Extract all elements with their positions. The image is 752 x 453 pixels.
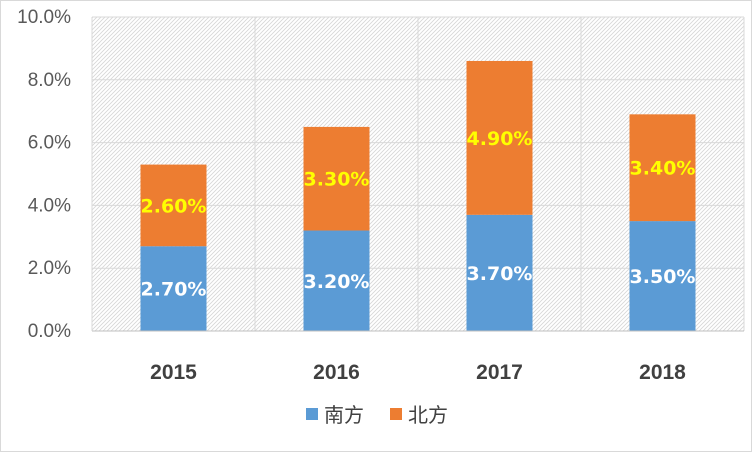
data-label: 2.70% xyxy=(141,279,207,301)
y-tick-label: 6.0% xyxy=(28,133,71,154)
x-tick-label: 2015 xyxy=(150,361,197,384)
y-tick-label: 4.0% xyxy=(28,195,71,216)
y-tick-label: 8.0% xyxy=(28,70,71,91)
bar-segment xyxy=(303,126,370,231)
y-tick-label: 10.0% xyxy=(17,7,71,28)
bar-segment xyxy=(629,114,696,222)
bar-segment xyxy=(140,164,207,247)
legend-swatch xyxy=(390,408,402,420)
data-label: 3.50% xyxy=(630,266,696,288)
legend-label: 北方 xyxy=(408,403,448,427)
data-label: 4.90% xyxy=(467,128,533,150)
bar-segment xyxy=(466,60,533,215)
data-label: 3.40% xyxy=(630,158,696,180)
x-tick-label: 2016 xyxy=(313,361,360,384)
x-tick-label: 2017 xyxy=(476,361,523,384)
legend-label: 南方 xyxy=(324,403,364,427)
bar-segment xyxy=(466,214,533,331)
bar-segment xyxy=(303,230,370,331)
bar-segment xyxy=(140,246,207,331)
legend-swatch xyxy=(306,408,318,420)
y-tick-label: 0.0% xyxy=(28,321,71,342)
x-tick-label: 2018 xyxy=(639,361,686,384)
y-tick-label: 2.0% xyxy=(28,258,71,279)
data-label: 3.30% xyxy=(304,169,370,191)
data-label: 3.20% xyxy=(304,271,370,293)
data-label: 3.70% xyxy=(467,263,533,285)
bar-segment xyxy=(629,221,696,331)
data-label: 2.60% xyxy=(141,195,207,217)
